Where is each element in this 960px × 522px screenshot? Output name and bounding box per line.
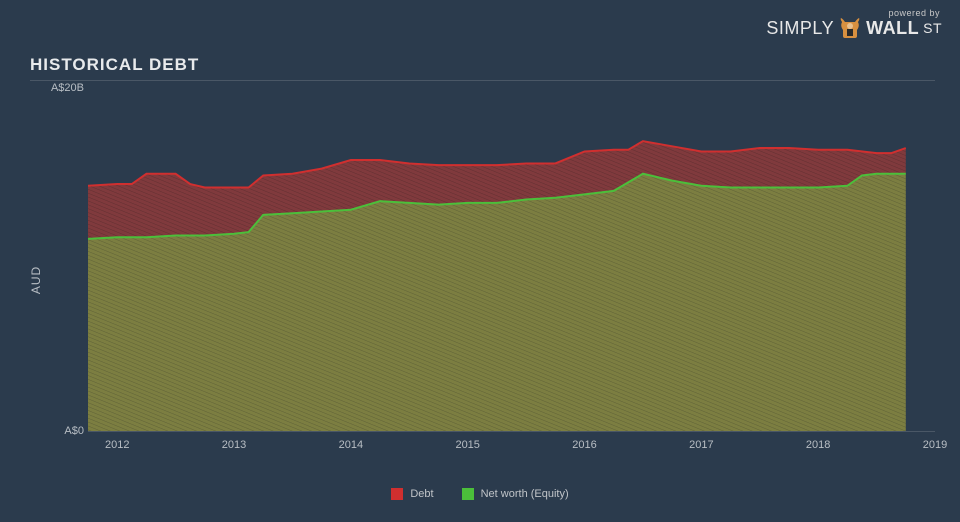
x-tick-label: 2013: [222, 439, 246, 451]
y-tick-label: A$0: [36, 425, 84, 437]
title-underline: [30, 80, 935, 81]
y-tick-label: A$20B: [36, 82, 84, 94]
brand-name: SIMPLY WALLST: [766, 16, 942, 40]
brand-wall: WALL: [866, 18, 919, 39]
x-tick-label: 2012: [105, 439, 129, 451]
legend: Debt Net worth (Equity): [0, 488, 960, 500]
brand-simply: SIMPLY: [766, 18, 834, 39]
area-chart-svg: [88, 88, 935, 431]
x-tick-label: 2014: [339, 439, 363, 451]
bull-icon: [838, 16, 862, 40]
legend-item: Debt: [391, 488, 433, 500]
x-tick-label: 2015: [455, 439, 479, 451]
legend-item: Net worth (Equity): [462, 488, 569, 500]
x-tick-label: 2016: [572, 439, 596, 451]
chart-container: AUD A$0A$20B2012201320142015201620172018…: [30, 88, 935, 472]
legend-label: Net worth (Equity): [481, 488, 569, 500]
chart-title: HISTORICAL DEBT: [30, 55, 199, 75]
x-tick-label: 2017: [689, 439, 713, 451]
legend-label: Debt: [410, 488, 433, 500]
legend-swatch: [391, 488, 403, 500]
plot-area: A$0A$20B20122013201420152016201720182019: [88, 88, 935, 432]
x-tick-label: 2019: [923, 439, 947, 451]
legend-swatch: [462, 488, 474, 500]
y-axis-label: AUD: [29, 266, 43, 294]
brand-st: ST: [923, 20, 942, 36]
brand-logo: powered by SIMPLY WALLST: [766, 8, 942, 40]
x-tick-label: 2018: [806, 439, 830, 451]
